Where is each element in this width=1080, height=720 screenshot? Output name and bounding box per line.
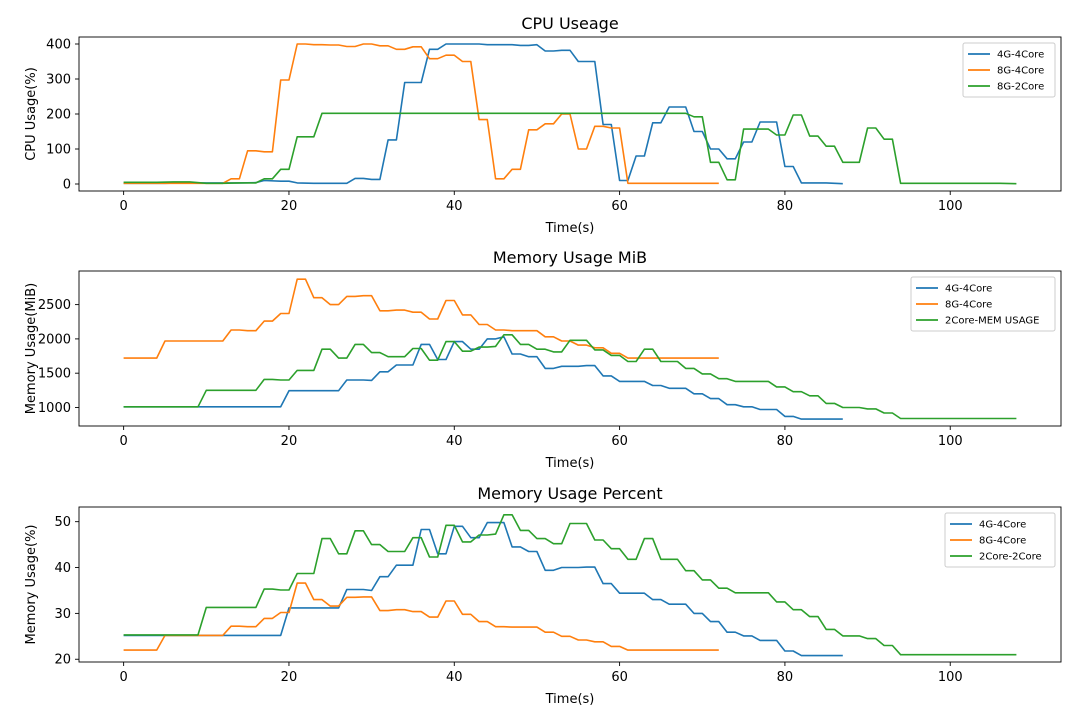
x-tick-label: 0 bbox=[119, 434, 127, 449]
series-line-3 bbox=[123, 333, 1017, 420]
chart-title: Memory Usage MiB bbox=[493, 248, 647, 267]
legend: 4G-4Core 8G-4Core 2Core-MEM USAGE bbox=[910, 276, 1056, 332]
chart-title: CPU Useage bbox=[521, 14, 618, 33]
legend: 4G-4Core 8G-4Core 2Core-2Core bbox=[944, 512, 1056, 568]
y-tick-label: 20 bbox=[54, 653, 71, 668]
y-tick-label: 1000 bbox=[38, 401, 71, 416]
series-line-2 bbox=[123, 43, 719, 185]
legend-box bbox=[962, 42, 1056, 98]
series-line-1 bbox=[123, 521, 843, 657]
x-tick-label: 80 bbox=[777, 434, 794, 449]
x-tick-label: 0 bbox=[119, 670, 127, 685]
y-tick-label: 40 bbox=[54, 561, 71, 576]
legend-label: 4G-4Core bbox=[945, 284, 992, 295]
x-tick-label: 60 bbox=[611, 670, 628, 685]
x-tick-label: 80 bbox=[777, 670, 794, 685]
x-axis-label: Time(s) bbox=[545, 456, 595, 471]
series-line-3 bbox=[123, 112, 1017, 185]
y-tick-label: 2000 bbox=[38, 332, 71, 347]
legend-label: 8G-4Core bbox=[945, 300, 992, 311]
x-tick-label: 20 bbox=[281, 199, 298, 214]
x-tick-label: 0 bbox=[119, 199, 127, 214]
y-tick-label: 30 bbox=[54, 607, 71, 622]
chart-panel-1: 0 20 40 60 80 100 0 100 200 300 400 CPU Useage Time(… bbox=[24, 14, 1062, 236]
y-axis-label: Memory Usage(MiB) bbox=[24, 283, 39, 414]
legend: 4G-4Core 8G-4Core 8G-2Core bbox=[962, 42, 1056, 98]
x-axis-label: Time(s) bbox=[545, 221, 595, 236]
x-tick-label: 40 bbox=[446, 199, 463, 214]
x-tick-label: 40 bbox=[446, 434, 463, 449]
legend-label: 8G-4Core bbox=[997, 66, 1044, 77]
legend-box bbox=[910, 276, 1056, 332]
y-tick-label: 1500 bbox=[38, 367, 71, 382]
x-tick-label: 40 bbox=[446, 670, 463, 685]
x-tick-label: 100 bbox=[938, 199, 963, 214]
legend-label: 2Core-2Core bbox=[979, 552, 1042, 563]
legend-label: 4G-4Core bbox=[997, 50, 1044, 61]
legend-label: 8G-4Core bbox=[979, 536, 1026, 547]
legend-box bbox=[944, 512, 1056, 568]
y-tick-label: 400 bbox=[46, 38, 71, 53]
x-tick-label: 80 bbox=[777, 199, 794, 214]
x-tick-label: 20 bbox=[281, 670, 298, 685]
y-axis-label: Memory Usage(%) bbox=[24, 524, 39, 644]
series-line-2 bbox=[123, 582, 719, 651]
y-tick-label: 2500 bbox=[38, 298, 71, 313]
series-line-1 bbox=[123, 335, 843, 420]
x-tick-label: 60 bbox=[611, 434, 628, 449]
x-tick-label: 100 bbox=[938, 434, 963, 449]
x-tick-label: 20 bbox=[281, 434, 298, 449]
y-axis-label: CPU Usage(%) bbox=[24, 67, 39, 161]
chart-title: Memory Usage Percent bbox=[477, 484, 662, 503]
plot-frame bbox=[78, 270, 1062, 427]
plot-frame bbox=[78, 506, 1062, 663]
x-tick-label: 60 bbox=[611, 199, 628, 214]
series-line-3 bbox=[123, 513, 1017, 656]
y-tick-label: 0 bbox=[63, 178, 71, 193]
y-tick-label: 300 bbox=[46, 73, 71, 88]
y-tick-label: 50 bbox=[54, 515, 71, 530]
legend-label: 4G-4Core bbox=[979, 520, 1026, 531]
y-tick-label: 200 bbox=[46, 108, 71, 123]
x-axis-label: Time(s) bbox=[545, 692, 595, 707]
legend-label: 2Core-MEM USAGE bbox=[945, 316, 1039, 327]
y-tick-label: 100 bbox=[46, 143, 71, 158]
chart-panel-3: 0 20 40 60 80 100 20 30 40 50 Memory Usage Percent… bbox=[24, 484, 1062, 707]
legend-label: 8G-2Core bbox=[997, 82, 1044, 93]
x-tick-label: 100 bbox=[938, 670, 963, 685]
